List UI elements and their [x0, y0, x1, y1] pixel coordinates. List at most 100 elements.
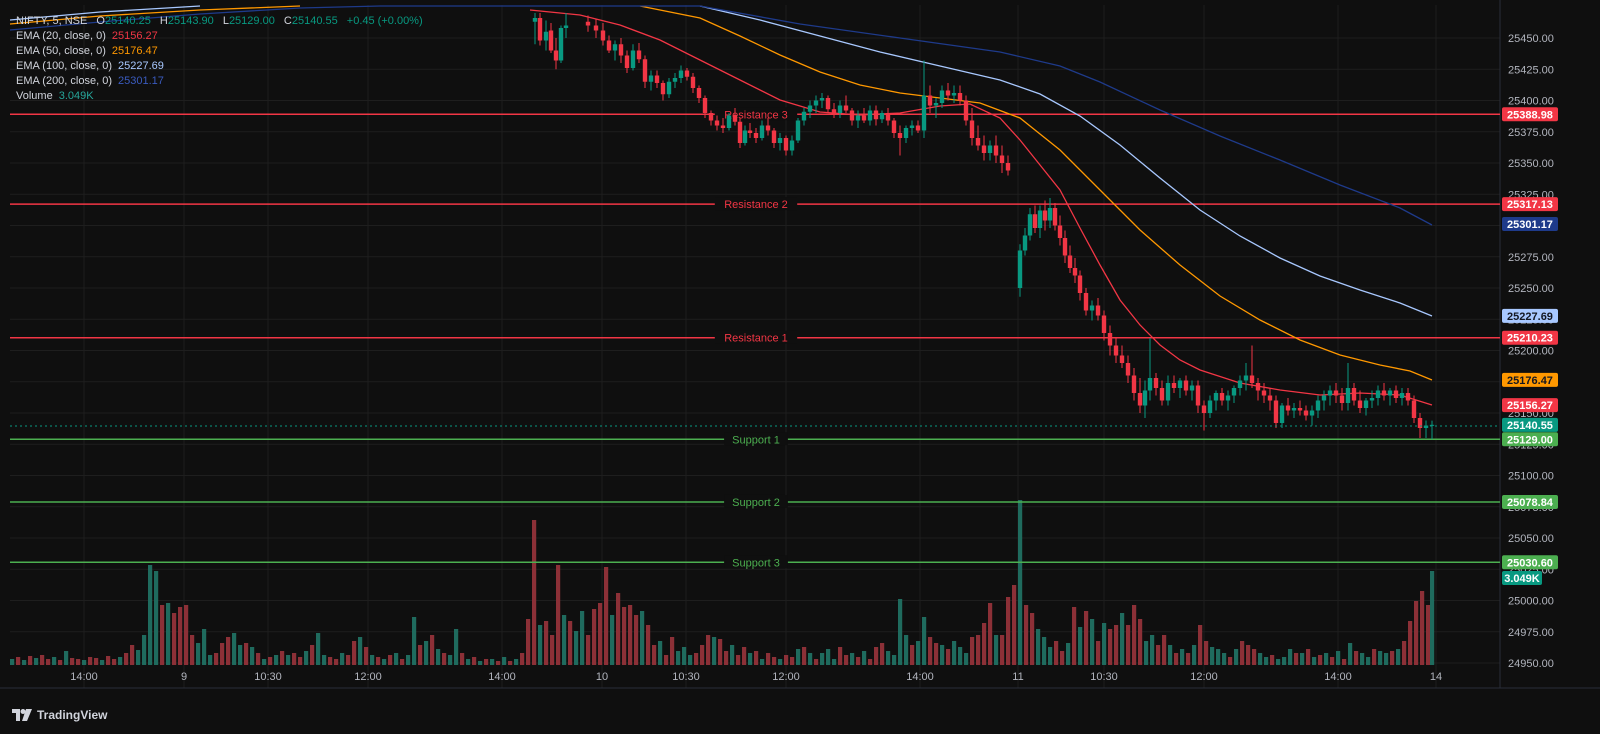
candle-body	[1159, 388, 1165, 401]
candle-body	[696, 88, 702, 98]
candle-body	[1027, 214, 1033, 236]
candle-body	[1309, 410, 1315, 416]
volume-bar	[430, 635, 435, 665]
volume-bar	[940, 645, 945, 665]
candle-body	[1399, 393, 1405, 398]
volume-bar	[568, 621, 573, 665]
candle-body	[1037, 210, 1043, 228]
volume-bar	[544, 621, 549, 665]
volume-bar	[718, 639, 723, 665]
volume-bar	[220, 643, 225, 665]
price-badge	[1502, 494, 1558, 509]
volume-bar	[910, 645, 915, 665]
price-badges: 25388.98 25317.13 25301.17 25227.69 25210.23…	[1502, 107, 1558, 585]
volume-bar	[478, 661, 483, 665]
volume-bar	[628, 605, 633, 665]
tradingview-logo[interactable]: TradingView	[12, 708, 107, 722]
volume-bar	[436, 649, 441, 665]
volume-bar	[712, 637, 717, 665]
volume-bar	[580, 611, 585, 665]
volume-bar	[1108, 629, 1113, 665]
candle-body	[987, 145, 993, 153]
candle-body	[885, 113, 891, 121]
volume-bar	[118, 657, 123, 665]
volume-bar	[250, 647, 255, 665]
volume-bar	[898, 599, 903, 665]
volume-bar	[1006, 597, 1011, 665]
candle-body	[1339, 395, 1345, 403]
volume-bar	[304, 651, 309, 665]
candle-body	[1057, 225, 1063, 238]
volume-bar	[1186, 653, 1191, 665]
candle-body	[831, 109, 837, 113]
price-badge-label: 25129.00	[1507, 434, 1553, 446]
symbol-label[interactable]: NIFTY, 5, NSE	[16, 15, 88, 27]
volume-bar	[1342, 659, 1347, 665]
candle-body	[654, 75, 660, 83]
candle-body	[1201, 405, 1207, 413]
candle-body	[708, 113, 714, 121]
x-tick-label: 12:00	[354, 671, 382, 683]
volume-bar	[1216, 649, 1221, 665]
candle-body	[593, 25, 599, 31]
change-value: +0.45 (+0.00%)	[346, 15, 423, 27]
c-value: 25140.55	[291, 15, 338, 27]
volume-bar	[916, 641, 921, 665]
volume-bar	[406, 655, 411, 665]
indicator-ema20[interactable]: EMA (20, close, 0) 25156.27	[16, 29, 423, 44]
level-label: Resistance 1	[724, 333, 788, 345]
candle-body	[1273, 400, 1279, 423]
candle-body	[612, 44, 618, 51]
candle-body	[915, 125, 921, 131]
y-tick-label: 25400.00	[1508, 96, 1554, 108]
volume-bar	[358, 637, 363, 665]
indicator-ema50[interactable]: EMA (50, close, 0) 25176.47	[16, 44, 423, 59]
volume-bar	[106, 656, 111, 665]
candle-body	[1291, 408, 1297, 411]
volume-bar	[1312, 657, 1317, 665]
candle-body	[1213, 393, 1219, 401]
candle-body	[1142, 390, 1148, 406]
candle-body	[1303, 410, 1309, 416]
volume-bar	[1294, 653, 1299, 665]
volume-bar	[976, 635, 981, 665]
candle-body	[897, 133, 903, 138]
candle-body	[1351, 388, 1357, 401]
volume-bar	[238, 645, 243, 665]
volume-bar	[994, 635, 999, 665]
volume-bar	[532, 520, 537, 665]
x-tick-label: 14:00	[1324, 671, 1352, 683]
volume-bar	[1270, 655, 1275, 665]
indicator-ema200[interactable]: EMA (200, close, 0) 25301.17	[16, 74, 423, 89]
volume-bar	[964, 653, 969, 665]
volume-bar	[1306, 649, 1311, 665]
volume-bar	[376, 657, 381, 665]
volume-bar	[40, 655, 45, 665]
indicator-label: Volume	[16, 90, 53, 102]
level-label-bg	[714, 197, 798, 211]
volume-bar	[694, 653, 699, 665]
volume-bar	[256, 653, 261, 665]
volume-bar	[616, 593, 621, 665]
volume-bar	[1072, 607, 1077, 665]
candle-body	[993, 145, 999, 156]
volume-bar	[928, 637, 933, 665]
level-label: Support 3	[732, 557, 780, 569]
volume-bar	[1276, 659, 1281, 665]
indicator-volume[interactable]: Volume 3.049K	[16, 89, 423, 104]
volume-bar	[766, 653, 771, 665]
x-tick-label: 9	[181, 671, 187, 683]
indicator-ema100[interactable]: EMA (100, close, 0) 25227.69	[16, 59, 423, 74]
price-badge	[1502, 308, 1558, 323]
candle-body	[600, 30, 606, 41]
volume-bar	[1078, 627, 1083, 665]
volume-bar	[442, 653, 447, 665]
candle-body	[1231, 388, 1237, 396]
x-tick-label: 14	[1430, 671, 1442, 683]
volume-bar	[394, 653, 399, 665]
candle-body	[969, 120, 975, 138]
volume-bar	[676, 651, 681, 665]
price-badge	[1502, 107, 1558, 122]
candle-body	[921, 95, 927, 131]
